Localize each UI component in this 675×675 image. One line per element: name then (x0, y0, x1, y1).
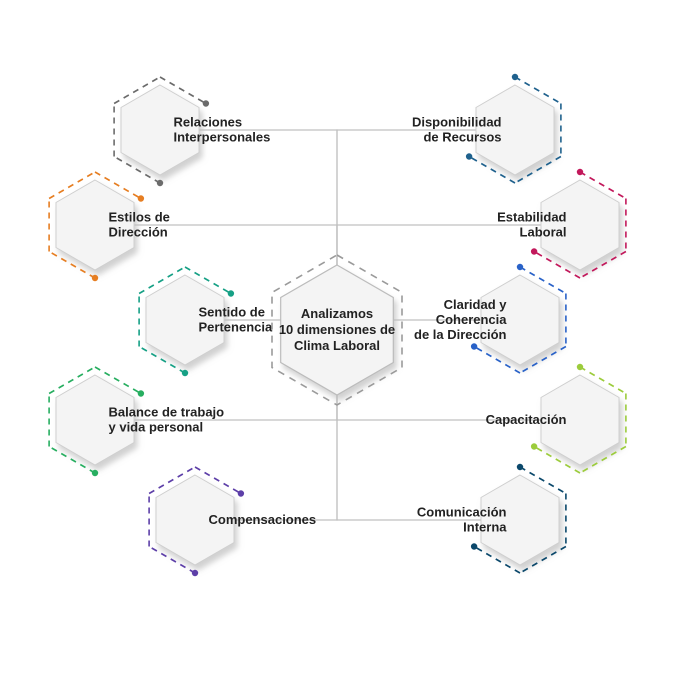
hex-accent-dot (512, 74, 518, 80)
hex-estilos: Estilos deDirección (49, 172, 170, 281)
hex-accent-dot (192, 570, 198, 576)
hex-accent-dot (157, 180, 163, 186)
hex-label: de Recursos (423, 130, 501, 145)
hex-label: Compensaciones (209, 512, 317, 527)
hex-accent-dot (577, 169, 583, 175)
hex-accent-dot (577, 364, 583, 370)
hex-accent-dot (466, 153, 472, 159)
hex-accent-dot (203, 100, 209, 106)
hex-balance: Balance de trabajoy vida personal (49, 367, 224, 476)
hex-accent-dot (471, 543, 477, 549)
hex-comunicacion: ComunicaciónInterna (417, 464, 566, 573)
hex-label: Estabilidad (497, 210, 566, 225)
hex-accent-dot (182, 370, 188, 376)
hex-label: Relaciones (174, 115, 243, 130)
hex-pertenencia: Sentido dePertenencia (139, 267, 273, 376)
hex-label: Sentido de (199, 305, 265, 320)
hex-label: Dirección (109, 225, 168, 240)
hex-accent-dot (138, 195, 144, 201)
hex-accent-dot (238, 490, 244, 496)
clima-laboral-diagram: RelacionesInterpersonalesEstilos deDirec… (0, 0, 675, 675)
hex-accent-dot (471, 343, 477, 349)
hex-label: Laboral (520, 225, 567, 240)
hex-accent-dot (517, 264, 523, 270)
hex-disponibilidad: Disponibilidadde Recursos (412, 74, 561, 183)
hex-accent-dot (92, 275, 98, 281)
hex-accent-dot (228, 290, 234, 296)
hex-label: Interpersonales (174, 130, 271, 145)
hex-label: y vida personal (109, 420, 204, 435)
hex-label: Coherencia (436, 312, 508, 327)
hex-label: Balance de trabajo (109, 405, 225, 420)
hex-claridad: Claridad yCoherenciade la Dirección (414, 264, 566, 373)
hex-label: Interna (463, 520, 507, 535)
hex-label: Capacitación (486, 412, 567, 427)
hex-accent-dot (92, 470, 98, 476)
center-label-line: 10 dimensiones de (279, 322, 395, 337)
hex-accent-dot (517, 464, 523, 470)
hex-accent-dot (531, 443, 537, 449)
hex-label: de la Dirección (414, 327, 507, 342)
hex-capacitacion: Capacitación (486, 364, 626, 473)
hex-relaciones: RelacionesInterpersonales (114, 77, 270, 186)
center-label-line: Analizamos (301, 306, 373, 321)
hex-estabilidad: EstabilidadLaboral (497, 169, 626, 278)
hex-accent-dot (138, 390, 144, 396)
hex-compensaciones: Compensaciones (149, 467, 316, 576)
hex-label: Disponibilidad (412, 115, 502, 130)
hex-accent-dot (531, 248, 537, 254)
hex-label: Comunicación (417, 505, 507, 520)
center-hex: Analizamos10 dimensiones deClima Laboral (272, 255, 402, 405)
hex-label: Estilos de (109, 210, 170, 225)
hex-label: Pertenencia (199, 320, 273, 335)
hex-label: Claridad y (444, 297, 508, 312)
center-label-line: Clima Laboral (294, 338, 380, 353)
